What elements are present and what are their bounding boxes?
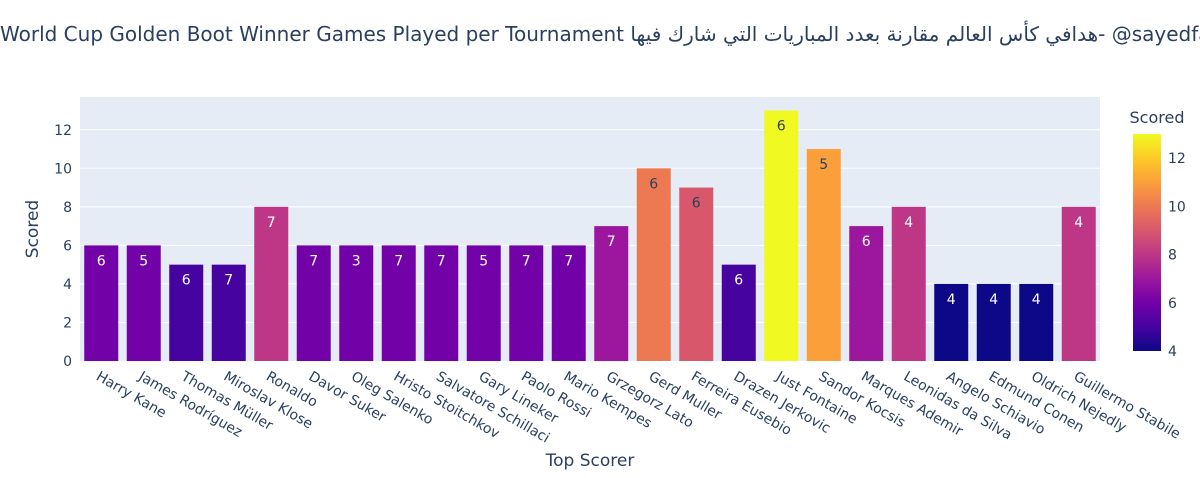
y-tick-label: 4	[63, 277, 72, 293]
y-tick-label: 2	[63, 315, 72, 331]
bar-label: 6	[649, 176, 658, 192]
y-tick-label: 8	[63, 200, 72, 216]
colorbar-tick-label: 12	[1168, 151, 1186, 167]
bar[interactable]	[211, 264, 246, 361]
bar[interactable]	[849, 226, 884, 361]
y-tick-label: 12	[54, 123, 72, 139]
bar-label: 7	[607, 234, 616, 250]
y-tick-label: 10	[54, 161, 72, 177]
bar-label: 7	[224, 273, 233, 289]
bar-label: 6	[182, 273, 191, 289]
bar-label: 4	[947, 292, 956, 308]
bar[interactable]	[126, 245, 161, 361]
y-tick-label: 6	[63, 238, 72, 254]
bar[interactable]	[381, 245, 416, 361]
plot-area	[80, 97, 1100, 361]
colorbar-ticks: 4 6 8 10 12	[1168, 151, 1186, 360]
bar-label: 7	[309, 253, 318, 269]
bar[interactable]	[1061, 206, 1096, 361]
bar[interactable]	[509, 245, 544, 361]
bar-label: 3	[352, 253, 361, 269]
bar[interactable]	[594, 226, 629, 361]
bar-label: 6	[862, 234, 871, 250]
bar-label: 7	[394, 253, 403, 269]
colorbar-tick-label: 10	[1168, 199, 1186, 215]
chart-title: World Cup Golden Boot Winner Games Playe…	[0, 22, 1200, 46]
bar-label: 6	[97, 253, 106, 269]
bar[interactable]	[764, 110, 799, 362]
bar-label: 4	[989, 292, 998, 308]
bar[interactable]	[1019, 283, 1054, 361]
bar-label: 7	[522, 253, 531, 269]
bars	[84, 110, 1096, 362]
bar-label: 4	[1074, 215, 1083, 231]
colorbar	[1133, 134, 1161, 351]
bar[interactable]	[466, 245, 501, 361]
gridlines	[80, 129, 1100, 323]
bar[interactable]	[339, 245, 374, 361]
bar-label: 7	[564, 253, 573, 269]
bar[interactable]	[934, 283, 969, 361]
x-axis-title: Top Scorer	[545, 451, 635, 471]
bar[interactable]	[169, 264, 204, 361]
bar-label: 6	[777, 118, 786, 134]
colorbar-tick-label: 6	[1168, 296, 1177, 312]
bar[interactable]	[636, 168, 671, 361]
y-axis-title: Scored	[23, 200, 43, 258]
bar-label: 6	[692, 196, 701, 212]
y-tick-label: 0	[63, 354, 72, 370]
bar-labels: 6 5 6 7 7 7 3 7 7 5 7 7 7 6 6 6 6 5 6 4 4 4 4 4	[97, 118, 1084, 307]
bar[interactable]	[679, 187, 714, 361]
bar[interactable]	[721, 264, 756, 361]
bar-label: 5	[479, 253, 488, 269]
colorbar-title: Scored	[1130, 108, 1185, 127]
bar[interactable]	[424, 245, 459, 361]
y-axis-ticks: 0 2 4 6 8 10 12	[54, 123, 72, 370]
bar[interactable]	[976, 283, 1011, 361]
colorbar-tick-label: 8	[1168, 248, 1177, 264]
bar-label: 6	[734, 273, 743, 289]
bar-label: 7	[267, 215, 276, 231]
bar[interactable]	[84, 245, 119, 361]
bar[interactable]	[806, 149, 841, 361]
bar[interactable]	[254, 206, 289, 361]
bar-label: 4	[904, 215, 913, 231]
bar[interactable]	[296, 245, 331, 361]
bar-label: 5	[139, 253, 148, 269]
bar-label: 7	[437, 253, 446, 269]
bar[interactable]	[551, 245, 586, 361]
bar[interactable]	[891, 206, 926, 361]
bar-label: 5	[819, 157, 828, 173]
colorbar-tick-label: 4	[1168, 344, 1177, 360]
bar-label: 4	[1032, 292, 1041, 308]
